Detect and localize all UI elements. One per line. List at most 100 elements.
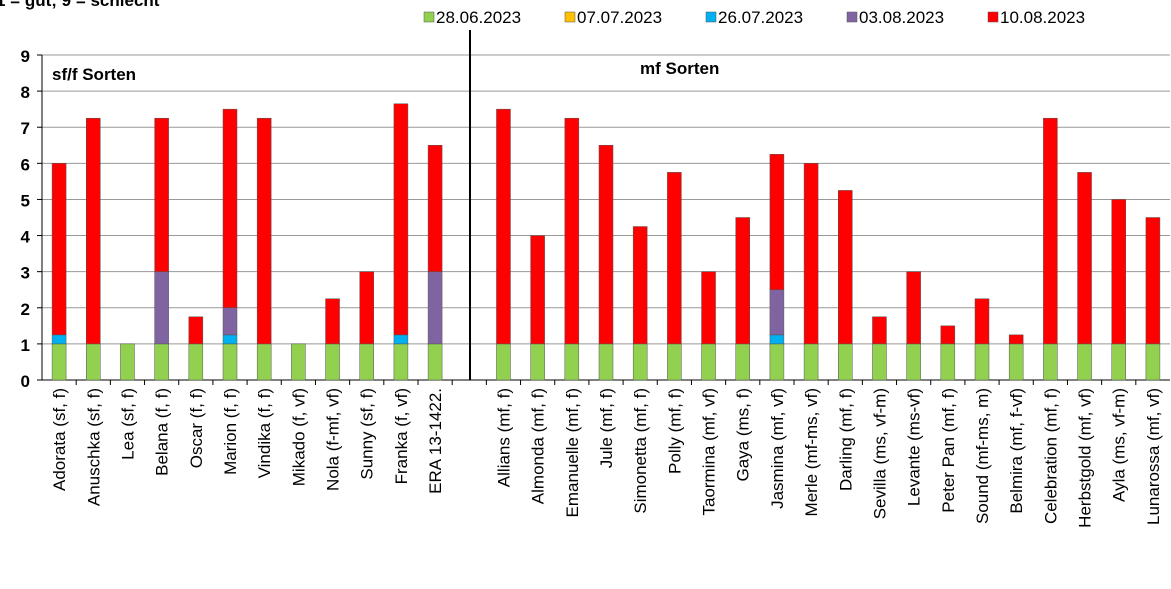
bar-segment: [496, 108, 511, 345]
x-tick-label: Jule (mf, f): [597, 388, 616, 468]
bar-segment: [1077, 172, 1092, 345]
x-tick-label: ERA 13-1422.: [426, 388, 445, 494]
bar-segment: [120, 343, 135, 381]
bar-segment: [188, 316, 204, 345]
x-tick-label: Jasmina (mf, vf): [768, 388, 787, 509]
bar-segment: [872, 343, 887, 381]
group-label: mf Sorten: [640, 59, 719, 78]
bar-segment: [1111, 343, 1126, 381]
x-tick-label: Almonda (mf, f): [529, 388, 548, 504]
x-tick-label: Adorata (sf, f): [50, 388, 69, 491]
x-tick-label: Sevilla (ms, vf-m): [870, 388, 889, 519]
bar-segment: [735, 343, 750, 381]
bar-segment: [393, 103, 409, 336]
bar-segment: [667, 343, 682, 381]
bar-segment: [632, 226, 648, 345]
legend-swatch: [423, 11, 435, 23]
legend-label: 03.08.2023: [859, 8, 944, 27]
bar-segment: [427, 271, 443, 345]
x-tick-label: Marion (f, f): [221, 388, 240, 475]
y-tick-label: 5: [21, 191, 30, 210]
bar-segment: [86, 343, 101, 381]
legend-label: 26.07.2023: [718, 8, 803, 27]
x-tick-label: Simonetta (mf, f): [631, 388, 650, 514]
legend-swatch: [705, 11, 717, 23]
x-tick-label: Oscar (f, f): [187, 388, 206, 468]
bar-segment: [496, 343, 511, 381]
bar-segment: [940, 325, 956, 345]
bar-segment: [1077, 343, 1092, 381]
y-tick-label: 4: [21, 228, 31, 247]
x-tick-label: Sunny (sf, f): [358, 388, 377, 480]
bar-segment: [1008, 334, 1024, 345]
x-tick-label: Nola (f-mf, vf): [324, 388, 343, 491]
bar-segment: [667, 172, 682, 345]
bar-segment: [1043, 117, 1058, 345]
y-tick-label: 9: [21, 47, 30, 66]
x-tick-label: Peter Pan (mf, f): [939, 388, 958, 513]
bar-segment: [940, 343, 956, 381]
bar-segment: [154, 271, 169, 345]
y-tick-label: 8: [21, 83, 30, 102]
bar-segment: [359, 271, 374, 345]
bar-segment: [598, 145, 614, 345]
x-tick-label: Polly (mf, f): [665, 388, 684, 474]
bar-segment: [803, 163, 819, 345]
bar-segment: [325, 298, 340, 345]
bar-segment: [393, 334, 409, 345]
bar-segment: [427, 145, 443, 272]
bar-segment: [222, 343, 238, 381]
bar-segment: [701, 343, 716, 381]
bar-segment: [769, 343, 785, 381]
y-tick-label: 7: [21, 119, 30, 138]
bar-segment: [530, 235, 545, 345]
bar-segment: [154, 343, 169, 381]
bar-segment: [86, 117, 101, 345]
bar-segment: [974, 298, 990, 345]
bar-segment: [769, 154, 785, 290]
x-tick-label: Lunarossa (mf, vf): [1144, 388, 1163, 525]
bar-segment: [735, 217, 750, 345]
bar-segment: [51, 334, 67, 345]
x-tick-label: Lea (sf, f): [118, 388, 137, 460]
x-tick-label: Mikado (f, vf): [289, 388, 308, 486]
bar-segment: [291, 343, 306, 381]
bar-segment: [530, 343, 545, 381]
bar-segment: [769, 289, 785, 336]
x-tick-label: Merle (mf-ms, vf): [802, 388, 821, 516]
x-tick-label: Ayla (ms, vf-m): [1110, 388, 1129, 502]
bar-segment: [564, 117, 580, 345]
bar-segment: [1145, 343, 1161, 381]
bar-segment: [256, 343, 272, 381]
bar-segment: [838, 343, 853, 381]
bar-segment: [838, 190, 853, 345]
x-tick-label: Allians (mf, f): [494, 388, 513, 487]
group-label: sf/f Sorten: [52, 65, 136, 84]
x-tick-label: Celebration (mf, f): [1041, 388, 1060, 524]
x-tick-label: Anuschka (sf, f): [84, 388, 103, 506]
legend-swatch: [564, 11, 576, 23]
legend-swatch: [846, 11, 858, 23]
bar-segment: [1008, 343, 1024, 381]
bar-segment: [598, 343, 614, 381]
x-tick-label: Sound (mf-ms, m): [973, 388, 992, 524]
y-tick-label: 0: [21, 372, 30, 391]
bar-segment: [51, 343, 67, 381]
bar-segment: [393, 343, 409, 381]
bar-segment: [427, 343, 443, 381]
x-tick-label: Herbstgold (mf, vf): [1076, 388, 1095, 528]
bar-segment: [974, 343, 990, 381]
x-tick-label: Gaya (ms, f): [734, 388, 753, 482]
bar-segment: [872, 316, 887, 345]
x-tick-label: Darling (mf, f): [836, 388, 855, 491]
legend-label: 10.08.2023: [1000, 8, 1085, 27]
y-tick-label: 2: [21, 300, 30, 319]
bar-segment: [906, 271, 921, 345]
bar-segment: [222, 108, 238, 309]
bar-segment: [154, 117, 169, 272]
bar-segment: [1111, 199, 1126, 345]
bar-segment: [906, 343, 921, 381]
bar-segment: [564, 343, 580, 381]
y-tick-label: 3: [21, 264, 30, 283]
